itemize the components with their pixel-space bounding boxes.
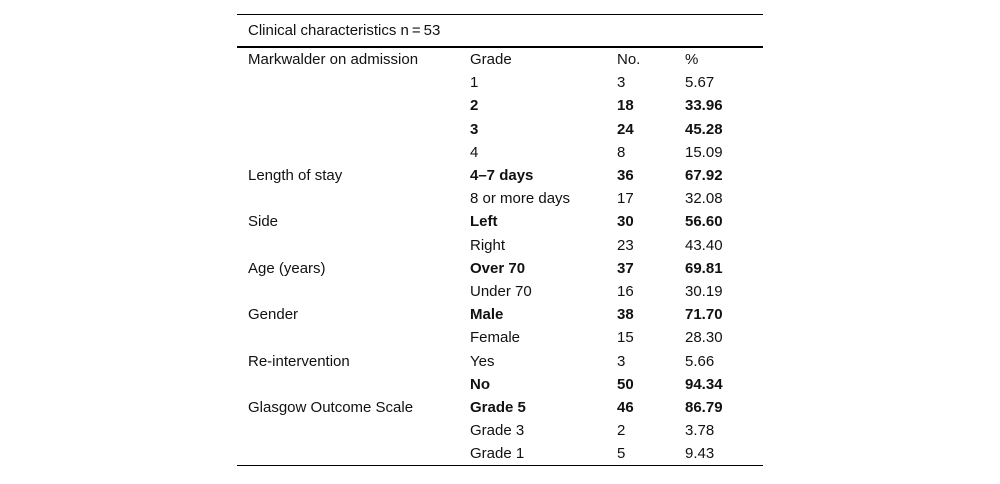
percent-cell: 86.79 xyxy=(685,398,723,416)
count-cell: 24 xyxy=(617,120,634,138)
label-cell: Grade xyxy=(470,51,512,69)
percent-cell: 9.43 xyxy=(685,445,715,463)
count-cell: 3 xyxy=(617,352,626,370)
category-cell xyxy=(237,419,470,442)
table-row: Glasgow Outcome Scale Grade 5 46 86.79 xyxy=(237,396,763,419)
table-row: Age (years) Over 70 37 69.81 xyxy=(237,257,763,280)
label-cell: Female xyxy=(470,329,521,347)
count-cell: 5 xyxy=(617,445,626,463)
count-cell: 46 xyxy=(617,398,634,416)
table-row: Right 23 43.40 xyxy=(237,234,763,257)
label-cell: 3 xyxy=(470,120,479,138)
count-cell: 37 xyxy=(617,259,634,277)
category-cell xyxy=(237,94,470,117)
label-cell: Yes xyxy=(470,352,495,370)
category-cell: Length of stay xyxy=(248,167,343,185)
percent-cell: 43.40 xyxy=(685,236,723,254)
label-cell: Over 70 xyxy=(470,259,526,277)
table-row: 8 or more days 17 32.08 xyxy=(237,187,763,210)
clinical-characteristics-table: Clinical characteristics n = 53 Markwald… xyxy=(237,14,763,467)
table-row: Re-intervention Yes 3 5.66 xyxy=(237,349,763,372)
percent-cell: 15.09 xyxy=(685,143,723,161)
category-cell: Markwalder on admission xyxy=(248,51,419,69)
category-cell xyxy=(237,442,470,466)
table-row: Markwalder on admission Grade No. % xyxy=(237,48,763,71)
label-cell: Male xyxy=(470,306,504,324)
category-cell xyxy=(237,141,470,164)
label-cell: Under 70 xyxy=(470,282,532,300)
label-cell: Grade 1 xyxy=(470,445,525,463)
percent-cell: 45.28 xyxy=(685,120,723,138)
count-cell: 15 xyxy=(617,329,634,347)
count-cell: 23 xyxy=(617,236,634,254)
table-row: Grade 3 2 3.78 xyxy=(237,419,763,442)
category-cell xyxy=(237,187,470,210)
category-cell xyxy=(237,280,470,303)
category-cell: Gender xyxy=(248,306,299,324)
label-cell: No xyxy=(470,375,490,393)
label-cell: 4 xyxy=(470,143,479,161)
count-cell: 30 xyxy=(617,213,634,231)
label-cell: 4–7 days xyxy=(470,167,534,185)
category-cell: Age (years) xyxy=(248,259,326,277)
count-cell: 38 xyxy=(617,306,634,324)
percent-cell: 3.78 xyxy=(685,422,715,440)
table-row: 4 8 15.09 xyxy=(237,141,763,164)
table-row: Length of stay 4–7 days 36 67.92 xyxy=(237,164,763,187)
count-cell: 50 xyxy=(617,375,634,393)
percent-cell: 56.60 xyxy=(685,213,723,231)
category-cell: Glasgow Outcome Scale xyxy=(248,398,414,416)
count-cell: 2 xyxy=(617,422,626,440)
percent-cell: 94.34 xyxy=(685,375,723,393)
percent-cell: 32.08 xyxy=(685,190,723,208)
percent-cell: 67.92 xyxy=(685,167,723,185)
table-row: 3 24 45.28 xyxy=(237,118,763,141)
label-cell: Grade 5 xyxy=(470,398,526,416)
table-row: Grade 1 5 9.43 xyxy=(237,442,763,466)
count-cell: 17 xyxy=(617,190,634,208)
count-cell: 18 xyxy=(617,97,634,115)
table-title: Clinical characteristics n = 53 xyxy=(237,14,763,48)
percent-cell: 71.70 xyxy=(685,306,723,324)
label-cell: Left xyxy=(470,213,498,231)
label-cell: 1 xyxy=(470,74,479,92)
table-row: No 50 94.34 xyxy=(237,373,763,396)
category-cell xyxy=(237,373,470,396)
table-body: Markwalder on admission Grade No. % 1 3 … xyxy=(237,48,763,466)
count-cell: 3 xyxy=(617,74,626,92)
count-cell: 16 xyxy=(617,282,634,300)
table-row: 2 18 33.96 xyxy=(237,94,763,117)
label-cell: Right xyxy=(470,236,506,254)
percent-cell: 30.19 xyxy=(685,282,723,300)
category-cell: Side xyxy=(248,213,279,231)
count-cell: 36 xyxy=(617,167,634,185)
table-row: Under 70 16 30.19 xyxy=(237,280,763,303)
category-cell xyxy=(237,326,470,349)
table-row: Side Left 30 56.60 xyxy=(237,210,763,233)
percent-cell: 5.67 xyxy=(685,74,715,92)
category-cell xyxy=(237,118,470,141)
table-row: Female 15 28.30 xyxy=(237,326,763,349)
table-row: Gender Male 38 71.70 xyxy=(237,303,763,326)
count-cell: 8 xyxy=(617,143,626,161)
category-cell xyxy=(237,71,470,94)
percent-cell: 69.81 xyxy=(685,259,723,277)
label-cell: Grade 3 xyxy=(470,422,525,440)
data-table: Markwalder on admission Grade No. % 1 3 … xyxy=(237,48,763,467)
count-cell: No. xyxy=(617,51,641,69)
table-row: 1 3 5.67 xyxy=(237,71,763,94)
category-cell xyxy=(237,234,470,257)
percent-cell: 28.30 xyxy=(685,329,723,347)
percent-cell: % xyxy=(685,51,699,69)
label-cell: 2 xyxy=(470,97,479,115)
percent-cell: 5.66 xyxy=(685,352,715,370)
label-cell: 8 or more days xyxy=(470,190,571,208)
category-cell: Re-intervention xyxy=(248,352,350,370)
percent-cell: 33.96 xyxy=(685,97,723,115)
